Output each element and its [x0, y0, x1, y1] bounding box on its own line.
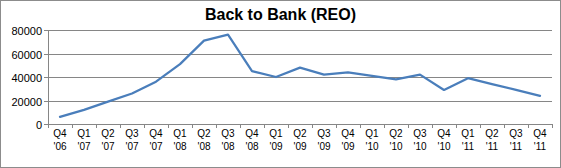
- x-tick-label: Q3'10: [413, 128, 427, 152]
- x-tick-label: Q4'06: [53, 128, 67, 152]
- x-tick: [216, 124, 217, 128]
- x-tick-label: Q4'10: [437, 128, 451, 152]
- x-tick: [288, 124, 289, 128]
- plot-area: [60, 35, 540, 117]
- x-tick: [528, 124, 529, 128]
- grid-line: [48, 30, 552, 31]
- data-line: [60, 35, 540, 117]
- x-tick-label: Q3'08: [221, 128, 235, 152]
- x-tick-label: Q1'11: [461, 128, 475, 152]
- x-tick-label: Q2'10: [389, 128, 403, 152]
- x-tick-label: Q1'07: [77, 128, 91, 152]
- y-tick-label: 80000: [11, 25, 42, 37]
- x-tick: [408, 124, 409, 128]
- grid-line: [48, 124, 552, 125]
- x-tick: [552, 124, 553, 128]
- y-tick-label: 0: [36, 119, 42, 131]
- grid-line: [48, 101, 552, 102]
- x-tick: [432, 124, 433, 128]
- x-tick: [96, 124, 97, 128]
- chart-container: Back to Bank (REO) 0 20000 40000 60000 80000 Q…: [0, 0, 561, 168]
- y-tick: [44, 124, 48, 125]
- x-tick: [480, 124, 481, 128]
- x-tick-label: Q4'09: [341, 128, 355, 152]
- x-tick: [144, 124, 145, 128]
- x-tick-label: Q2'08: [197, 128, 211, 152]
- chart-title: Back to Bank (REO): [205, 6, 356, 23]
- x-tick-label: Q1'09: [269, 128, 283, 152]
- x-tick-label: Q3'07: [125, 128, 139, 152]
- x-tick: [72, 124, 73, 128]
- x-tick: [456, 124, 457, 128]
- x-tick: [192, 124, 193, 128]
- x-tick: [384, 124, 385, 128]
- x-tick-label: Q4'08: [245, 128, 259, 152]
- x-tick-label: Q2'11: [485, 128, 499, 152]
- y-tick-label: 20000: [11, 96, 42, 108]
- x-tick: [360, 124, 361, 128]
- x-tick-label: Q4'11: [533, 128, 547, 152]
- x-tick-label: Q1'08: [173, 128, 187, 152]
- x-tick-label: Q2'09: [293, 128, 307, 152]
- y-tick: [44, 101, 48, 102]
- x-tick: [504, 124, 505, 128]
- y-axis: [48, 30, 49, 124]
- x-tick-label: Q3'09: [317, 128, 331, 152]
- chart-svg: Back to Bank (REO) 0 20000 40000 60000 80000 Q…: [0, 0, 561, 168]
- x-tick: [336, 124, 337, 128]
- x-tick: [240, 124, 241, 128]
- x-tick: [48, 124, 49, 128]
- y-tick: [44, 77, 48, 78]
- y-tick: [44, 54, 48, 55]
- chart-border: [1, 1, 561, 168]
- y-tick: [44, 30, 48, 31]
- x-tick: [168, 124, 169, 128]
- grid-line: [48, 54, 552, 55]
- x-tick: [120, 124, 121, 128]
- x-axis: [48, 124, 552, 125]
- grid-line: [48, 77, 552, 78]
- x-tick: [312, 124, 313, 128]
- x-tick-label: Q3'11: [509, 128, 523, 152]
- x-tick: [264, 124, 265, 128]
- x-tick-label: Q1'10: [365, 128, 379, 152]
- y-tick-label: 60000: [11, 49, 42, 61]
- y-tick-label: 40000: [11, 72, 42, 84]
- x-tick-label: Q2'07: [101, 128, 115, 152]
- x-tick-label: Q4'07: [149, 128, 163, 152]
